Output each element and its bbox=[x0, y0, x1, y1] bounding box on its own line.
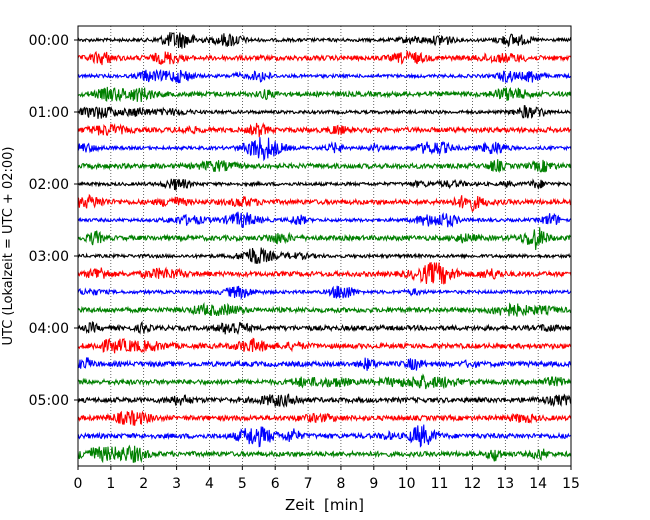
trace-0330 bbox=[77, 285, 572, 301]
trace-0215 bbox=[77, 193, 572, 213]
trace-0200 bbox=[77, 178, 572, 191]
trace-0400 bbox=[77, 320, 572, 335]
trace-0000 bbox=[77, 32, 572, 49]
x-tick-label: 7 bbox=[304, 476, 313, 492]
trace-0100 bbox=[77, 104, 572, 119]
trace-0245 bbox=[77, 227, 572, 250]
trace-0230 bbox=[77, 211, 572, 228]
x-tick-label: 0 bbox=[74, 476, 83, 492]
trace-0345 bbox=[77, 301, 572, 317]
x-tick-label: 4 bbox=[205, 476, 214, 492]
y-ticks: 00:00 01:00 02:00 03:00 04:00 05:00 bbox=[29, 33, 78, 409]
trace-0515 bbox=[77, 410, 572, 426]
x-tick-label: 3 bbox=[172, 476, 181, 492]
x-tick-label: 2 bbox=[139, 476, 148, 492]
trace-0545 bbox=[77, 444, 572, 464]
x-ticks: 0 1 2 3 4 5 6 7 8 9 10 11 12 13 14 15 bbox=[74, 466, 580, 492]
trace-0130 bbox=[77, 137, 572, 162]
x-tick-label: 6 bbox=[271, 476, 280, 492]
x-tick-label: 10 bbox=[398, 476, 416, 492]
trace-0015 bbox=[77, 50, 572, 66]
x-axis-title: Zeit [min] bbox=[285, 496, 364, 514]
x-tick-label: 14 bbox=[529, 476, 547, 492]
x-tick-label: 13 bbox=[496, 476, 514, 492]
trace-0415 bbox=[77, 337, 572, 354]
y-tick-label: 05:00 bbox=[29, 393, 69, 409]
y-axis-title: UTC (Lokalzeit = UTC + 02:00) bbox=[1, 147, 16, 346]
x-tick-label: 12 bbox=[463, 476, 481, 492]
y-tick-label: 00:00 bbox=[29, 33, 69, 49]
plot-frame bbox=[77, 25, 572, 467]
trace-0045 bbox=[77, 86, 572, 103]
x-tick-label: 9 bbox=[369, 476, 378, 492]
trace-0530 bbox=[77, 424, 572, 448]
y-tick-label: 03:00 bbox=[29, 249, 69, 265]
x-tick-label: 11 bbox=[431, 476, 449, 492]
x-tick-label: 1 bbox=[106, 476, 115, 492]
trace-0115 bbox=[77, 122, 572, 138]
trace-layer bbox=[77, 32, 572, 464]
x-tick-label: 5 bbox=[238, 476, 247, 492]
y-tick-label: 04:00 bbox=[29, 321, 69, 337]
trace-0030 bbox=[77, 68, 572, 84]
trace-0500 bbox=[77, 393, 572, 408]
grid-layer bbox=[110, 26, 539, 466]
trace-0445 bbox=[77, 373, 572, 390]
y-tick-label: 01:00 bbox=[29, 105, 69, 121]
x-tick-label: 15 bbox=[562, 476, 580, 492]
y-tick-label: 02:00 bbox=[29, 177, 69, 193]
x-tick-label: 8 bbox=[336, 476, 345, 492]
trace-0145 bbox=[77, 159, 572, 174]
trace-0300 bbox=[77, 247, 572, 265]
trace-0315 bbox=[77, 262, 572, 285]
trace-0430 bbox=[77, 357, 572, 371]
